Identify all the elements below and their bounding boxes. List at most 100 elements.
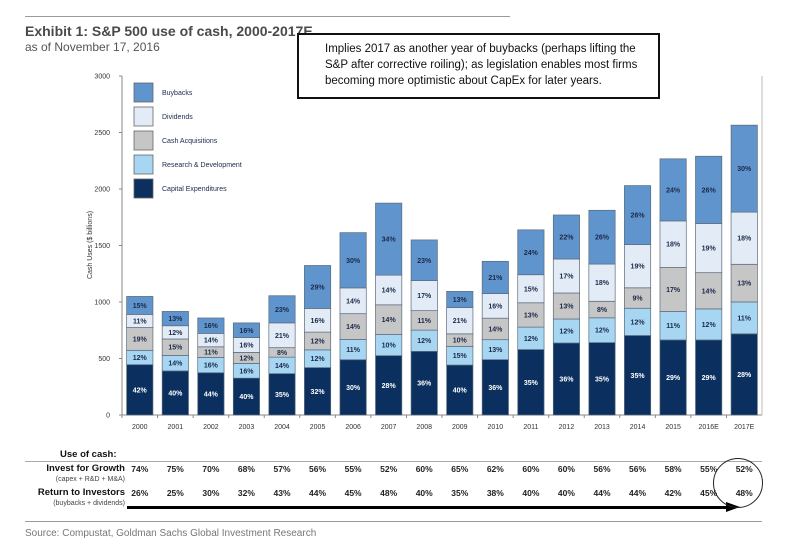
x-tick-label: 2002 bbox=[203, 424, 219, 431]
invest-cell: 62% bbox=[486, 464, 504, 474]
segment-label: 32% bbox=[311, 389, 326, 396]
return-cell: 44% bbox=[309, 488, 327, 498]
segment-label: 26% bbox=[595, 235, 610, 242]
segment-label: 16% bbox=[239, 328, 254, 335]
table-heading: Use of cash: bbox=[60, 449, 117, 460]
invest-cell: 56% bbox=[629, 464, 647, 474]
chart-axes: 0 500 1000 1500 2000 2500 3000 2000 2001 2002 2003… bbox=[94, 74, 763, 431]
bar-segment-dividends bbox=[730, 211, 758, 265]
segment-label: 11% bbox=[133, 318, 147, 325]
segment-label: 14% bbox=[488, 326, 503, 333]
segment-label: 29% bbox=[702, 375, 717, 382]
segment-label: 18% bbox=[666, 242, 681, 249]
bar-segment-buybacks bbox=[375, 202, 403, 276]
legend-label: Cash Acquisitions bbox=[162, 138, 218, 145]
bar-segment-capital-expenditures bbox=[126, 364, 154, 416]
x-tick-label: 2013 bbox=[594, 424, 610, 431]
bar-2006: 30% 11% 14% 14% 30% bbox=[339, 232, 367, 416]
invest-cell: 58% bbox=[664, 464, 682, 474]
legend-swatch bbox=[133, 178, 154, 199]
x-tick-label: 2005 bbox=[310, 424, 326, 431]
bar-segment-buybacks bbox=[695, 155, 723, 224]
chart-bars: 42% 12% 19% 11% 15% 40% 14% 15% 12% 13% 44% 16% 11% 1… bbox=[126, 124, 758, 416]
segment-label: 13% bbox=[524, 312, 539, 319]
bar-segment-capital-expenditures bbox=[161, 370, 189, 416]
invest-cell: 52% bbox=[380, 464, 398, 474]
bar-segment-buybacks bbox=[126, 296, 154, 315]
x-tick-label: 2014 bbox=[630, 424, 646, 431]
y-tick-label: 3000 bbox=[94, 74, 110, 81]
bar-segment-research-development bbox=[624, 307, 652, 336]
bar-segment-capital-expenditures bbox=[552, 342, 580, 416]
segment-label: 23% bbox=[275, 307, 290, 314]
bar-segment-buybacks bbox=[517, 229, 545, 276]
segment-label: 30% bbox=[737, 166, 752, 173]
return-cell: 44% bbox=[593, 488, 611, 498]
bar-2002: 44% 16% 11% 14% 16% bbox=[197, 317, 225, 416]
segment-label: 15% bbox=[524, 286, 539, 293]
bar-2015: 29% 11% 17% 18% 24% bbox=[659, 158, 687, 416]
top-rule bbox=[25, 16, 510, 17]
segment-label: 35% bbox=[524, 380, 539, 387]
segment-label: 19% bbox=[133, 336, 148, 343]
bar-segment-buybacks bbox=[552, 214, 580, 260]
segment-label: 16% bbox=[239, 343, 254, 350]
segment-label: 16% bbox=[204, 323, 219, 330]
y-tick-label: 0 bbox=[106, 413, 110, 420]
x-tick-label: 2000 bbox=[132, 424, 148, 431]
legend-swatch bbox=[133, 106, 154, 127]
segment-label: 29% bbox=[311, 284, 326, 291]
bar-segment-capital-expenditures bbox=[695, 339, 723, 416]
segment-label: 13% bbox=[737, 281, 752, 288]
bar-segment-capital-expenditures bbox=[481, 359, 509, 416]
bar-2011: 35% 12% 13% 15% 24% bbox=[517, 229, 545, 416]
legend-swatch bbox=[133, 82, 154, 103]
legend-swatch bbox=[133, 154, 154, 175]
x-tick-label: 2003 bbox=[239, 424, 255, 431]
segment-label: 18% bbox=[595, 280, 610, 287]
segment-label: 9% bbox=[632, 296, 643, 303]
segment-label: 16% bbox=[311, 318, 326, 325]
return-cell: 40% bbox=[522, 488, 540, 498]
invest-cell: 65% bbox=[451, 464, 469, 474]
bar-segment-dividends bbox=[695, 223, 723, 274]
segment-label: 21% bbox=[453, 318, 468, 325]
return-cell: 40% bbox=[557, 488, 575, 498]
bar-segment-dividends bbox=[446, 307, 474, 335]
y-tick-label: 500 bbox=[98, 356, 110, 363]
segment-label: 30% bbox=[346, 385, 361, 392]
legend-swatch bbox=[133, 130, 154, 151]
x-tick-label: 2009 bbox=[452, 424, 468, 431]
legend-label: Research & Development bbox=[162, 162, 242, 169]
legend-label: Buybacks bbox=[162, 90, 193, 97]
bar-segment-research-development bbox=[730, 301, 758, 335]
invest-cell: 55% bbox=[344, 464, 362, 474]
segment-label: 12% bbox=[239, 355, 254, 362]
segment-label: 12% bbox=[524, 336, 539, 343]
invest-cell: 56% bbox=[593, 464, 611, 474]
invest-cell: 56% bbox=[309, 464, 327, 474]
bar-segment-buybacks bbox=[481, 260, 509, 294]
segment-label: 24% bbox=[524, 250, 539, 257]
x-tick-label: 2004 bbox=[274, 424, 290, 431]
segment-label: 11% bbox=[417, 318, 431, 325]
row-label-invest: Invest for Growth bbox=[46, 463, 125, 474]
segment-label: 21% bbox=[275, 333, 290, 340]
bar-2012: 36% 12% 13% 17% 22% bbox=[552, 214, 580, 416]
trend-arrow-line bbox=[127, 506, 727, 509]
segment-label: 40% bbox=[168, 390, 183, 397]
x-tick-label: 2011 bbox=[523, 424, 538, 431]
bar-segment-buybacks bbox=[588, 209, 616, 265]
invest-cell: 70% bbox=[202, 464, 220, 474]
segment-label: 12% bbox=[595, 328, 610, 335]
return-cell: 45% bbox=[344, 488, 362, 498]
y-tick-label: 1000 bbox=[94, 300, 110, 307]
row-sublabel-return: (buybacks + dividends) bbox=[53, 500, 125, 507]
segment-label: 11% bbox=[346, 347, 360, 354]
segment-label: 14% bbox=[382, 317, 397, 324]
bar-segment-dividends bbox=[410, 280, 438, 312]
segment-label: 13% bbox=[168, 316, 183, 323]
bar-2016E: 29% 12% 14% 19% 26% bbox=[695, 155, 723, 416]
bar-segment-buybacks bbox=[446, 291, 474, 308]
bar-2014: 35% 12% 9% 19% 26% bbox=[624, 185, 652, 416]
